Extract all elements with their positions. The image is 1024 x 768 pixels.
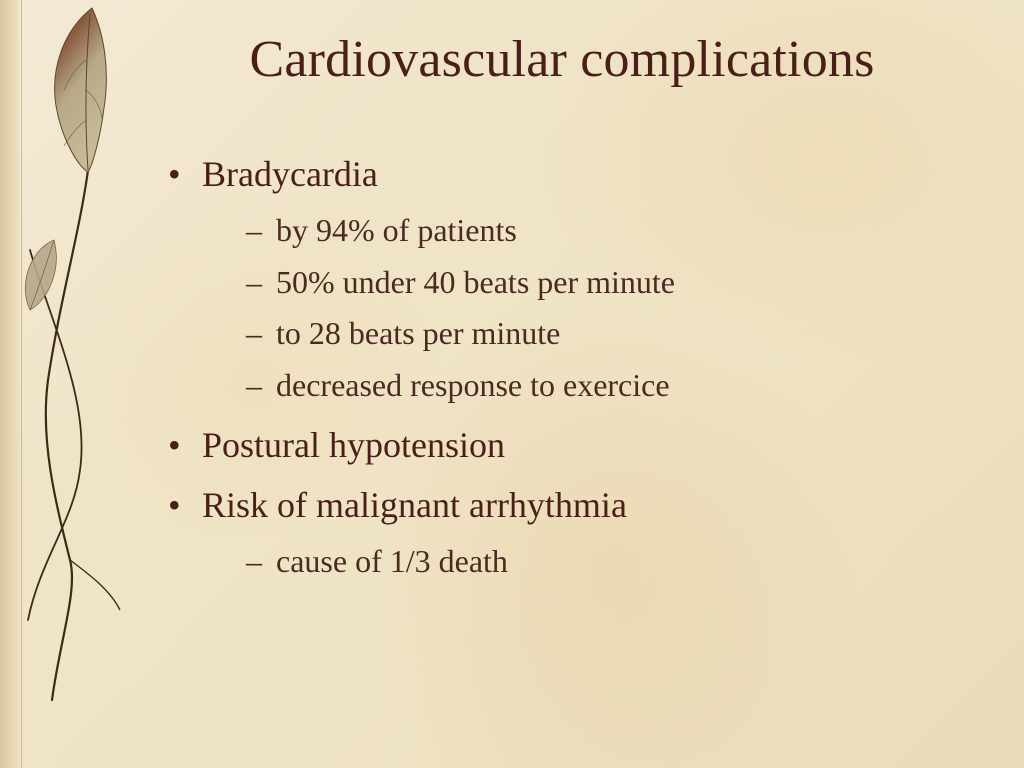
bullet-list: Bradycardia by 94% of patients 50% under… [140, 147, 984, 588]
left-edge-band [0, 0, 22, 768]
bullet-text: Bradycardia [202, 154, 378, 194]
sub-bullet-text: cause of 1/3 death [276, 543, 508, 579]
slide-title: Cardiovascular complications [140, 30, 984, 89]
sub-bullet-item: by 94% of patients [246, 205, 984, 257]
sub-bullet-text: to 28 beats per minute [276, 315, 560, 351]
bullet-item: Bradycardia by 94% of patients 50% under… [168, 147, 984, 412]
sub-bullet-list: by 94% of patients 50% under 40 beats pe… [202, 205, 984, 412]
sub-bullet-item: 50% under 40 beats per minute [246, 257, 984, 309]
sub-bullet-text: by 94% of patients [276, 212, 517, 248]
bullet-item: Risk of malignant arrhythmia cause of 1/… [168, 478, 984, 588]
slide-content: Cardiovascular complications Bradycardia… [140, 30, 984, 594]
sub-bullet-list: cause of 1/3 death [202, 536, 984, 588]
bullet-text: Postural hypotension [202, 425, 505, 465]
sub-bullet-item: cause of 1/3 death [246, 536, 984, 588]
sub-bullet-text: decreased response to exercice [276, 367, 670, 403]
bullet-item: Postural hypotension [168, 418, 984, 474]
sub-bullet-item: to 28 beats per minute [246, 308, 984, 360]
bullet-text: Risk of malignant arrhythmia [202, 485, 627, 525]
sub-bullet-item: decreased response to exercice [246, 360, 984, 412]
sub-bullet-text: 50% under 40 beats per minute [276, 264, 675, 300]
